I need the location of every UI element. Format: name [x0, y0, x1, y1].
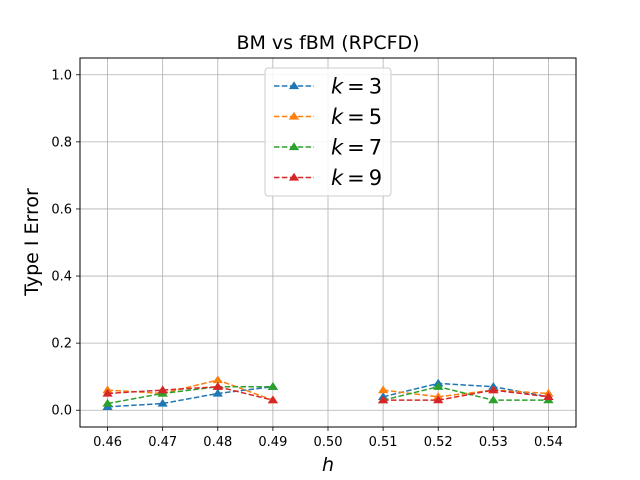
legend-var: k [331, 75, 344, 99]
data-point [102, 398, 113, 407]
y-tick-label: 0.6 [51, 202, 72, 217]
x-tick-label: 0.51 [369, 435, 398, 450]
y-tick-label: 0.8 [51, 135, 72, 150]
y-axis-label: Type I Error [21, 188, 43, 297]
series-line [382, 382, 549, 398]
data-point [212, 388, 223, 397]
legend-value: 9 [369, 166, 382, 190]
x-tick-label: 0.53 [479, 435, 508, 450]
x-tick-label: 0.50 [314, 435, 343, 450]
data-point [488, 385, 499, 394]
legend-var: k [331, 105, 344, 129]
data-point [377, 395, 389, 404]
data-point [433, 382, 444, 390]
legend-marker [288, 142, 300, 151]
data-point [433, 395, 444, 404]
x-axis-label: h [322, 454, 334, 476]
data-point [543, 392, 554, 400]
legend-label: k = 3 [331, 75, 382, 99]
y-tick-label: 0.0 [51, 404, 72, 419]
series-line [107, 385, 274, 401]
x-tick-label: 0.49 [258, 435, 287, 450]
legend: k = 3k = 5k = 7k = 9 [264, 67, 392, 197]
legend-box [264, 67, 392, 197]
data-point [157, 385, 168, 394]
legend-op: = [347, 136, 365, 160]
data-point [377, 385, 389, 394]
x-tick-label: 0.52 [424, 435, 453, 450]
legend-op: = [347, 105, 365, 129]
y-tick-label: 0.2 [51, 337, 72, 352]
y-axis: 0.0 0.2 0.4 0.6 0.8 1.0 [51, 68, 80, 419]
legend-label: k = 9 [331, 166, 382, 190]
series-line [383, 389, 549, 401]
legend-value: 5 [369, 105, 382, 129]
legend-marker [288, 111, 300, 120]
series-k9 [102, 382, 554, 404]
plot-area [102, 375, 554, 411]
data-point [157, 398, 168, 407]
data-point [212, 382, 223, 390]
legend-var: k [331, 166, 344, 190]
x-tick-label: 0.48 [203, 435, 232, 450]
legend-label: k = 7 [331, 136, 382, 160]
y-tick-label: 0.4 [51, 270, 72, 285]
data-point [488, 395, 499, 404]
x-axis: 0.46 0.47 0.48 0.49 0.50 0.51 0.52 0.53 0.54 [93, 427, 563, 450]
series-line [107, 385, 273, 405]
legend-op: = [347, 166, 365, 190]
chart-title: BM vs fBM (RPCFD) [236, 32, 419, 54]
legend-value: 3 [369, 75, 382, 99]
legend-marker [288, 172, 300, 181]
x-tick-label: 0.54 [534, 435, 563, 450]
data-point [267, 382, 279, 390]
data-point [102, 388, 113, 397]
legend-var: k [331, 136, 344, 160]
legend-op: = [347, 75, 365, 99]
data-point [267, 395, 279, 404]
series-line [382, 385, 549, 401]
x-tick-label: 0.46 [93, 435, 122, 450]
data-point [212, 375, 223, 384]
legend-marker [288, 81, 300, 90]
legend-label: k = 5 [331, 105, 382, 129]
x-tick-label: 0.47 [148, 435, 177, 450]
y-tick-label: 1.0 [51, 68, 72, 83]
series-line [107, 386, 273, 408]
legend-value: 7 [369, 136, 382, 160]
